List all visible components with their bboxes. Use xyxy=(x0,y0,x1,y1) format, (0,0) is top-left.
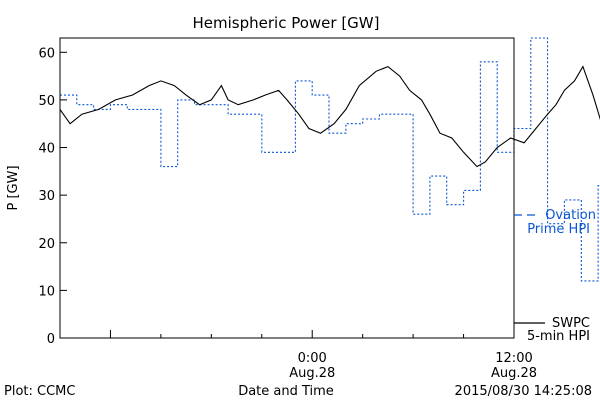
y-tick-label: 60 xyxy=(38,46,55,61)
x-tick-date-label: Aug.28 xyxy=(289,366,335,381)
chart-title: Hemispheric Power [GW] xyxy=(193,14,380,32)
x-axis-ticks: 0:00Aug.2812:00Aug.280:00Aug.2912:00Aug.… xyxy=(59,330,537,381)
plot-area xyxy=(59,37,600,282)
legend-swpc-line2: 5-min HPI xyxy=(527,329,590,344)
y-tick-label: 10 xyxy=(38,284,55,299)
x-tick-date-label: Aug.28 xyxy=(491,366,537,381)
y-axis-ticks: 0 10 20 30 40 50 60 xyxy=(38,46,67,347)
plot-frame xyxy=(59,37,515,339)
footer-timestamp: 2015/08/30 14:25:08 xyxy=(455,384,592,399)
y-tick-label: 50 xyxy=(38,94,55,109)
y-tick-label: 40 xyxy=(38,142,55,157)
legend-ovation-line1: Ovation xyxy=(545,208,596,223)
x-tick-time-label: 12:00 xyxy=(495,351,532,366)
swpc-series-line xyxy=(59,65,600,168)
y-tick-label: 0 xyxy=(47,332,55,347)
legend-swpc-line1: SWPC xyxy=(552,316,590,331)
y-tick-label: 30 xyxy=(38,189,55,204)
legend-ovation-line2: Prime HPI xyxy=(527,222,590,237)
x-axis-label: Date and Time xyxy=(238,384,334,399)
legend-ovation: Ovation Prime HPI xyxy=(514,208,596,237)
legend-swpc: SWPC 5-min HPI xyxy=(514,316,590,344)
footer-plot-credit: Plot: CCMC xyxy=(4,384,75,399)
y-tick-label: 20 xyxy=(38,237,55,252)
y-axis-label: P [GW] xyxy=(6,165,21,210)
x-tick-time-label: 0:00 xyxy=(298,351,327,366)
